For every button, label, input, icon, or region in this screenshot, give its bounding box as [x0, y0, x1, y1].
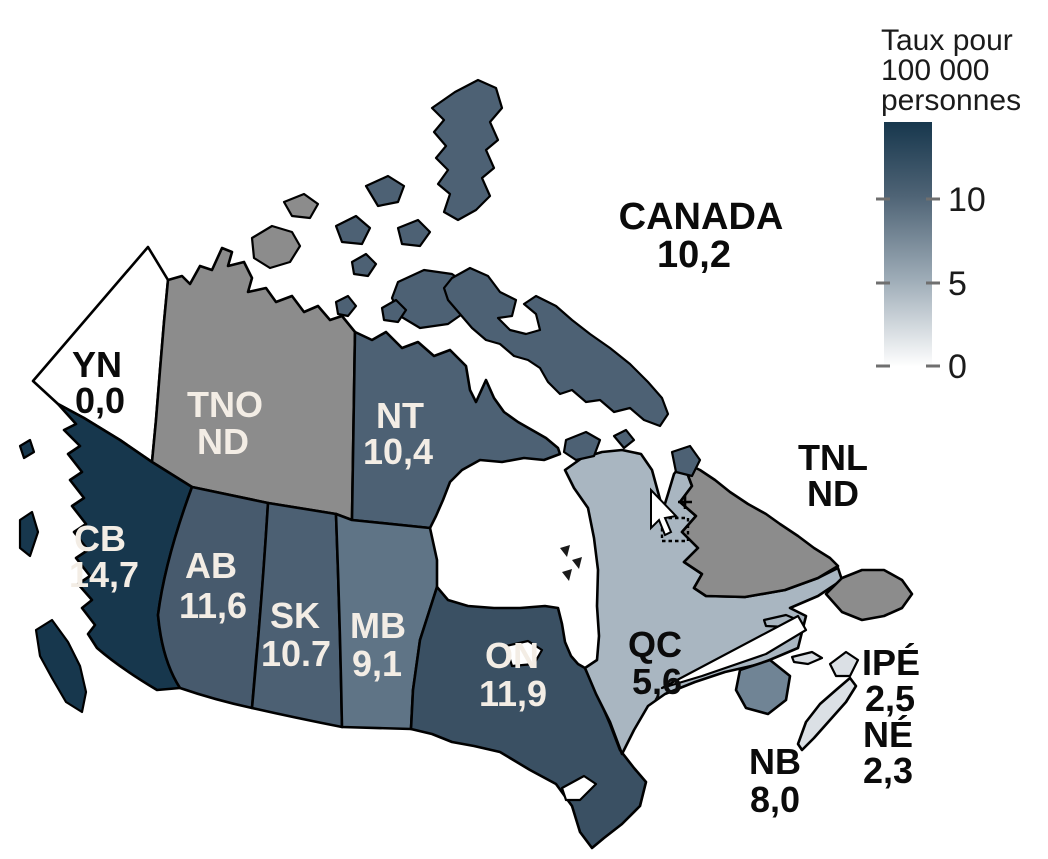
label-nunavut-abbr: NT	[376, 395, 424, 436]
label-yukon-abbr: YN	[72, 344, 122, 385]
hudson-strait-islet	[614, 430, 634, 448]
label-nwt-abbr: TNO	[187, 384, 263, 425]
label-nl-value: ND	[807, 473, 859, 514]
label-ns-abbr: NÉ	[863, 714, 913, 755]
vancouver-island	[36, 620, 86, 712]
nunavut-island-d	[352, 254, 376, 276]
cursor-plus-icon	[678, 495, 692, 509]
haida-gwaii-island	[20, 512, 38, 556]
nunavut-island-e	[336, 296, 356, 316]
nunavut-baffin-island	[444, 268, 668, 426]
label-saskatchewan-abbr: SK	[270, 595, 320, 636]
region-nunavut-mainland	[352, 332, 560, 528]
label-yukon-value: 0,0	[75, 380, 125, 421]
label-nunavut-value: 10,4	[363, 431, 433, 472]
label-nl-abbr: TNL	[798, 437, 868, 478]
label-pei-value: 2,5	[865, 678, 915, 719]
region-quebec	[565, 450, 842, 754]
nunavut-island-a	[366, 176, 404, 206]
georgian-bay-inlet	[562, 776, 596, 800]
nunavut-southampton-island	[564, 432, 600, 460]
region-cape-breton	[830, 652, 858, 676]
bc-coast-islet	[20, 440, 34, 458]
nunavut-island-b	[336, 216, 370, 244]
label-nb-abbr: NB	[749, 741, 801, 782]
cursor-arrow-icon	[651, 490, 676, 535]
label-ontario-abbr: ON	[485, 635, 539, 676]
label-bc-value: 14,7	[69, 554, 139, 595]
region-nova-scotia	[798, 678, 856, 750]
nunavut-island-c	[398, 220, 430, 246]
legend-tick-label-10: 10	[948, 181, 986, 219]
region-newfoundland-island	[826, 570, 912, 620]
label-nb-value: 8,0	[750, 779, 800, 820]
nwt-island-small	[284, 194, 318, 218]
ungava-coast-islet	[672, 446, 700, 476]
legend-title-line1: Taux pour	[881, 24, 1013, 57]
label-alberta-abbr: AB	[185, 545, 237, 586]
ontario-lake-inlet	[506, 641, 542, 666]
label-manitoba-abbr: MB	[350, 605, 406, 646]
label-ns-value: 2,3	[863, 750, 913, 791]
mouse-cursor	[651, 490, 692, 541]
label-alberta-value: 11,6	[179, 585, 247, 626]
label-pei-abbr: IPÉ	[862, 642, 920, 683]
legend-gradient-bar	[884, 122, 932, 366]
legend-tick-label-5: 5	[948, 265, 967, 303]
belcher-islets	[560, 545, 582, 581]
label-quebec-abbr: QC	[628, 624, 682, 665]
region-new-brunswick	[736, 660, 790, 714]
nwt-banks-island	[252, 226, 300, 268]
label-canada-title: CANADA	[619, 196, 784, 238]
region-prince-edward-island	[792, 652, 822, 664]
legend: Taux pour 100 000 personnes 10 5 0	[876, 24, 1021, 386]
label-canada-value: 10,2	[657, 234, 731, 276]
label-bc-abbr: CB	[74, 518, 126, 559]
label-manitoba-value: 9,1	[352, 643, 402, 684]
label-saskatchewan-value: 10.7	[261, 633, 331, 674]
legend-tick-label-0: 0	[948, 348, 967, 386]
label-quebec-value: 5,6	[632, 661, 682, 702]
st-lawrence-estuary	[662, 616, 806, 688]
nunavut-island-f	[382, 300, 406, 322]
legend-title-line3: personnes	[881, 84, 1021, 117]
region-labrador	[680, 462, 838, 597]
label-nwt-value: ND	[197, 421, 249, 462]
legend-title-line2: 100 000	[881, 54, 989, 87]
label-ontario-value: 11,9	[479, 673, 547, 714]
nunavut-ellesmere-island	[432, 80, 502, 220]
